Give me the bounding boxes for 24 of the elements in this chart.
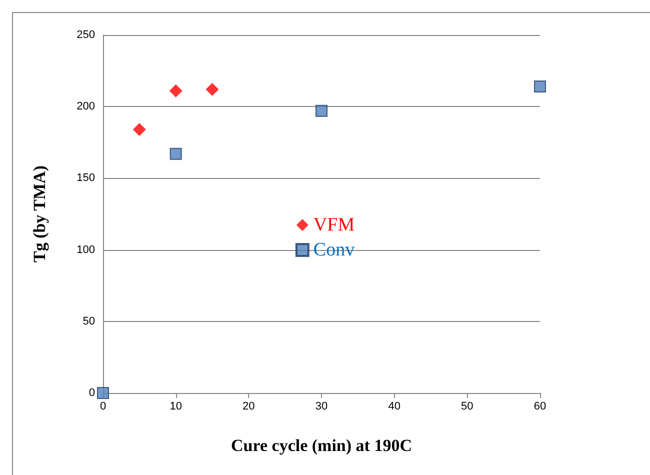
legend-label: VFM [313,214,355,236]
point [132,123,146,136]
point [97,387,109,399]
x-tick-label: 40 [388,400,400,412]
y-tick-label: 0 [88,387,95,399]
point [169,84,182,98]
x-tick-label: 60 [534,400,546,412]
legend-label: Conv [313,240,356,260]
y-axis-title: Tg (by TMA) [30,166,49,262]
point [316,104,328,117]
y-tick-label: 150 [76,172,95,184]
y-tick-label: 250 [76,29,95,41]
y-tick-label: 100 [76,244,95,256]
point [534,80,546,93]
y-tick-label: 200 [76,100,95,113]
y-tick-label: 50 [82,315,95,328]
x-tick-label: 50 [461,400,474,412]
point [170,148,182,160]
x-tick-label: 0 [100,400,106,412]
x-tick-label: 30 [315,400,328,412]
x-tick-label: 10 [170,400,182,412]
x-axis-title: Cure cycle (min) at 190C [231,436,412,455]
point [206,82,219,96]
x-tick-label: 20 [242,400,255,412]
